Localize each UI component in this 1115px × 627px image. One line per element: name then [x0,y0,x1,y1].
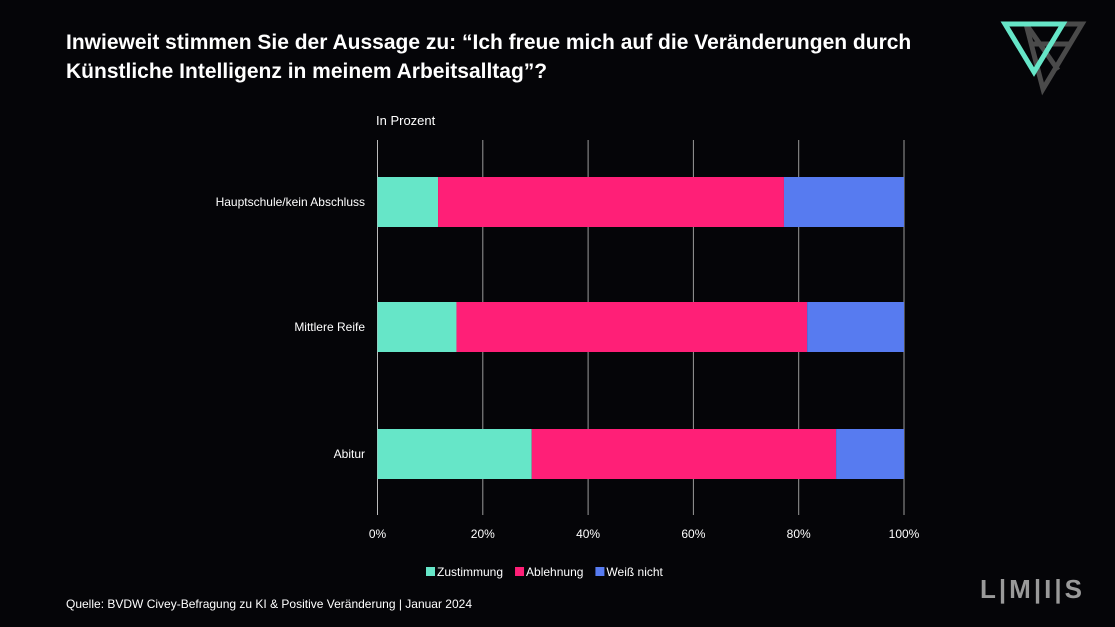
chart-subtitle: In Prozent [376,113,436,128]
source-note: Quelle: BVDW Civey-Befragung zu KI & Pos… [66,597,473,611]
bar-segment [836,429,904,479]
bar-segment [807,302,904,352]
x-tick-label: 60% [681,527,705,541]
x-tick-label: 40% [576,527,600,541]
lmis-logo: L|M|I|S [980,574,1085,604]
legend-swatch [426,567,435,576]
category-label: Hauptschule/kein Abschluss [216,195,365,209]
bar-segment [377,177,439,227]
category-label: Abitur [334,447,365,461]
bar-segment [783,177,904,227]
bar-segment [531,429,837,479]
bar-segment [377,429,532,479]
chart-title: Inwieweit stimmen Sie der Aussage zu: “I… [66,31,912,83]
bar-segment [438,177,784,227]
x-tick-label: 80% [787,527,811,541]
category-label: Mittlere Reife [294,320,365,334]
legend-swatch [515,567,525,576]
bar-segment [377,302,457,352]
x-tick-label: 0% [369,527,387,541]
x-tick-label: 20% [471,527,495,541]
bar-segment [456,302,808,352]
legend-label: Weiß nicht [606,565,663,579]
legend-swatch [595,567,605,576]
legend-label: Ablehnung [526,565,583,579]
legend-label: Zustimmung [437,565,503,579]
x-tick-label: 100% [889,527,920,541]
